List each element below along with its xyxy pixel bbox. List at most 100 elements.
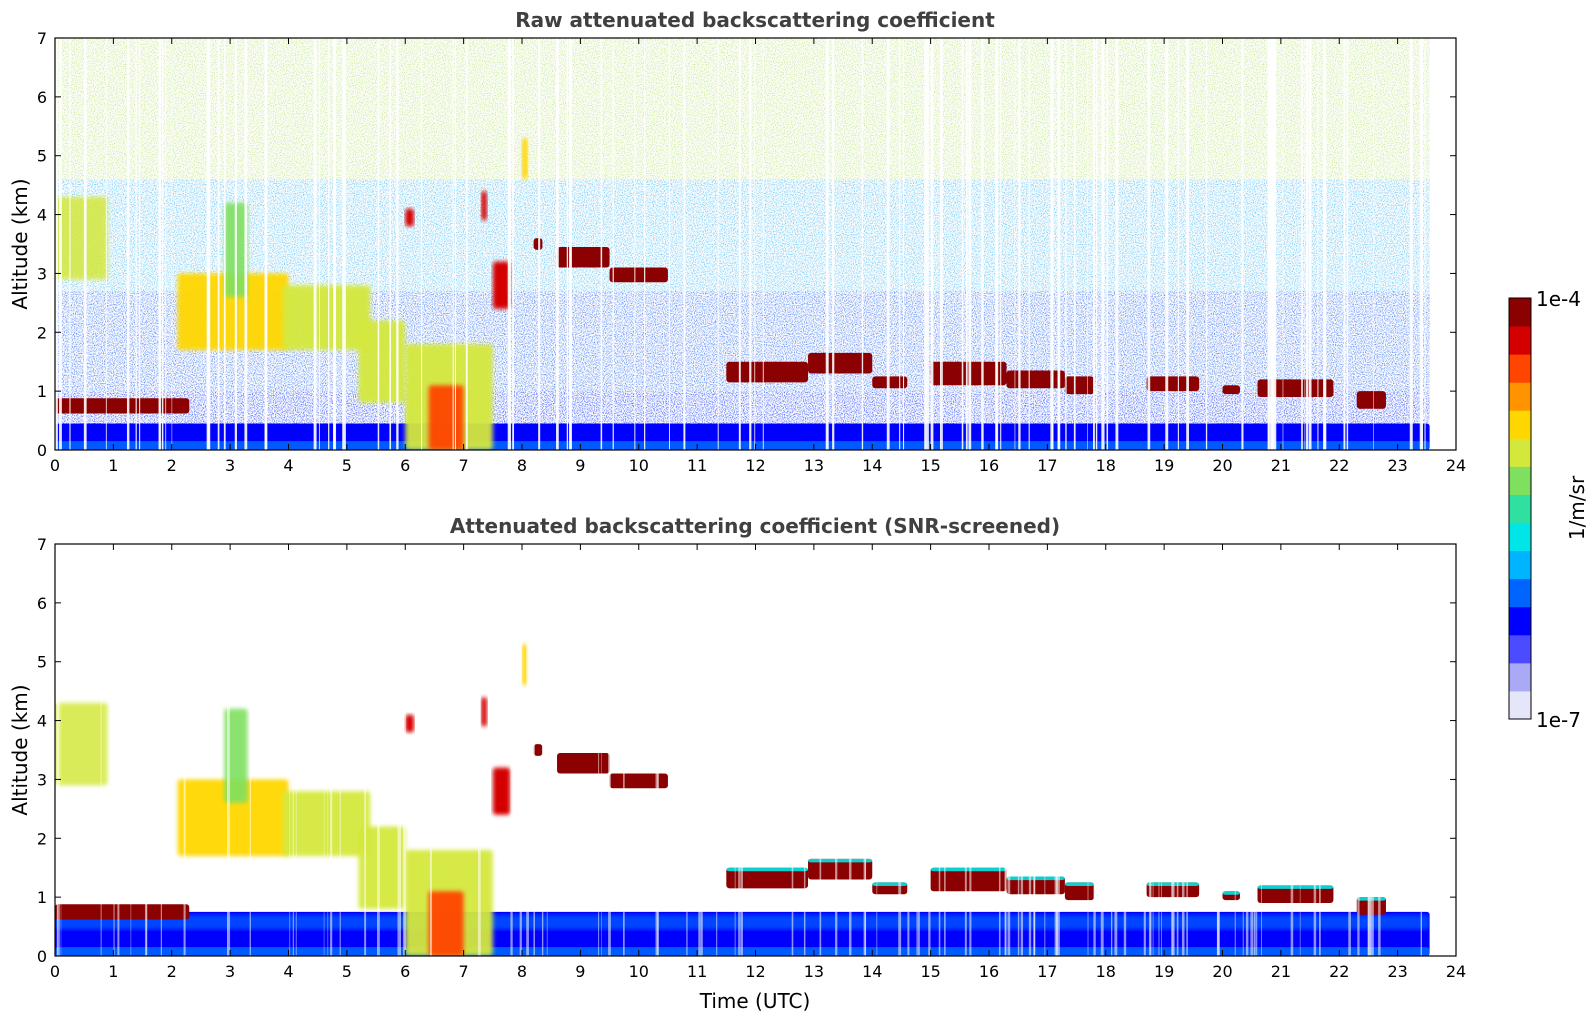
x-tick-label: 0: [50, 456, 60, 475]
dropout-stripe: [1250, 544, 1251, 956]
x-tick-label: 9: [575, 962, 585, 981]
dropout-stripe: [835, 544, 838, 956]
y-tick-label: 4: [37, 206, 47, 225]
dropout-stripe: [601, 544, 602, 956]
x-tick-label: 19: [1154, 456, 1174, 475]
dropout-stripe: [1251, 544, 1254, 956]
stratocumulus: [1146, 376, 1200, 392]
x-tick-label: 5: [342, 962, 352, 981]
dropout-stripe: [1161, 544, 1162, 956]
x-tick-label: 8: [517, 456, 527, 475]
x-tick-label: 10: [629, 962, 649, 981]
aerosol-layer: [358, 320, 406, 403]
dropout-stripe: [740, 544, 743, 956]
plot-area: [55, 544, 1456, 956]
stratocumulus: [726, 361, 809, 383]
dropout-stripe: [1267, 38, 1270, 450]
y-axis-ticks: 0 1 2 3 4 5 6 7: [37, 29, 1456, 460]
x-tick-label: 16: [979, 456, 999, 475]
dropout-stripe: [117, 544, 120, 956]
dropout-stripe: [1143, 544, 1146, 956]
colorbar-bin: [1509, 494, 1531, 524]
x-tick-label: 13: [804, 962, 824, 981]
dropout-stripe: [1158, 544, 1160, 956]
y-tick-label: 3: [37, 770, 47, 789]
x-tick-label: 9: [575, 456, 585, 475]
dropout-stripe: [126, 38, 130, 450]
x-tick-label: 22: [1329, 962, 1349, 981]
dropout-stripe: [1313, 544, 1317, 956]
dropout-stripe: [1173, 544, 1175, 956]
precipitation-core: [428, 891, 464, 956]
dropout-stripe: [223, 38, 226, 450]
dropout-stripe: [1317, 38, 1319, 450]
dropout-stripe: [1271, 38, 1275, 450]
x-tick-label: 1: [108, 962, 118, 981]
dropout-stripe: [1050, 38, 1054, 450]
dropout-stripe: [698, 544, 701, 956]
dropout-stripe: [754, 38, 756, 450]
dropout-stripe: [1242, 544, 1244, 956]
x-tick-label: 19: [1154, 962, 1174, 981]
dropout-stripe: [1014, 38, 1016, 450]
y-tick-label: 5: [37, 653, 47, 672]
dropout-stripe: [533, 544, 535, 956]
x-tick-label: 10: [629, 456, 649, 475]
dropout-stripe: [146, 544, 147, 956]
colorbar-max-label: 1e-4: [1536, 287, 1581, 311]
x-tick-label: 22: [1329, 456, 1349, 475]
aerosol-layer: [282, 791, 371, 856]
stratocumulus: [1064, 376, 1095, 395]
dropout-stripe: [397, 544, 401, 956]
x-tick-label: 17: [1037, 962, 1057, 981]
dropout-stripe: [803, 544, 806, 956]
x-axis-ticks: 0 1 2 3 4 5 6 7 8 9 10 11 12 13 14 15 16 17 18 19 20 21 22 23 24: [50, 544, 1466, 981]
dropout-stripe: [683, 38, 686, 450]
colorbar-min-label: 1e-7: [1536, 708, 1581, 732]
dropout-stripe: [377, 38, 380, 450]
dropout-stripe: [339, 544, 341, 956]
dropout-stripe: [234, 38, 237, 450]
x-tick-label: 18: [1096, 962, 1116, 981]
colorbar-bin: [1509, 466, 1531, 495]
colorbar: 1e-4 1e-7 1/m/sr: [1508, 287, 1589, 732]
dropout-stripe: [1172, 544, 1174, 956]
dropout-stripe: [1147, 38, 1151, 450]
dropout-stripe: [876, 544, 878, 956]
x-tick-label: 3: [225, 456, 235, 475]
x-tick-label: 1: [108, 456, 118, 475]
dropout-stripe: [1253, 544, 1256, 956]
dropout-stripe: [60, 544, 62, 956]
stratocumulus: [1257, 379, 1334, 398]
dropout-stripe: [83, 38, 87, 450]
dropout-stripe: [941, 38, 943, 450]
dropout-stripe: [1087, 544, 1089, 956]
dropout-stripe: [1324, 38, 1327, 450]
dropout-stripe: [1152, 544, 1154, 956]
dropout-stripe: [227, 544, 229, 956]
dropout-stripe: [1304, 38, 1306, 450]
dropout-stripe: [655, 544, 659, 956]
dropout-stripe: [328, 38, 330, 450]
dropout-stripe: [1241, 38, 1244, 450]
dropout-stripe: [342, 38, 345, 450]
colorbar-gradient: [1509, 298, 1531, 720]
dropout-stripe: [961, 38, 964, 450]
dropout-stripe: [898, 544, 902, 956]
cloud-top-edge: [808, 858, 873, 863]
x-tick-label: 12: [745, 456, 765, 475]
dropout-stripe: [510, 544, 513, 956]
dropout-stripe: [289, 544, 291, 956]
stratocumulus: [726, 867, 809, 889]
dropout-stripe: [762, 38, 764, 450]
cloud-fragment: [481, 697, 487, 727]
y-tick-label: 7: [37, 535, 47, 554]
dropout-stripe: [598, 544, 600, 956]
dropout-stripe: [1111, 544, 1113, 956]
dropout-stripe: [944, 544, 946, 956]
dropout-stripe: [612, 38, 614, 450]
x-tick-label: 21: [1271, 962, 1291, 981]
aerosol-upper: [55, 702, 108, 786]
boundary-layer-base: [55, 441, 1430, 450]
x-tick-label: 11: [687, 962, 707, 981]
